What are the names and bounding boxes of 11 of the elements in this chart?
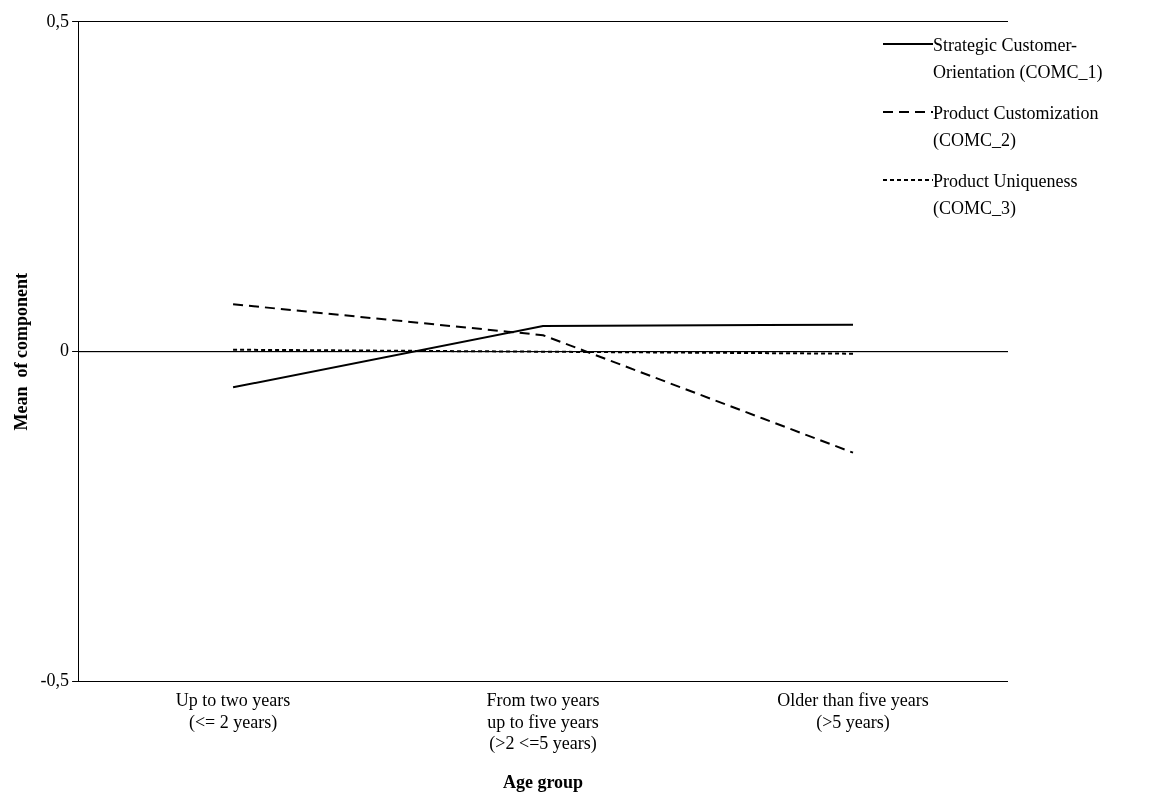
x-axis-title: Age group: [502, 771, 584, 792]
y-tick-label: 0: [60, 340, 70, 361]
legend-label: Product Customization (COMC_2): [933, 102, 1099, 152]
y-axis-title: Mean of component: [11, 272, 32, 431]
y-tick-label: 0,5: [46, 10, 70, 31]
x-tick-label: Older than five years (>5 years): [777, 690, 929, 733]
legend-label: Strategic Customer- Orientation (COMC_1): [933, 34, 1103, 84]
y-tick-label: -0,5: [40, 670, 70, 691]
x-tick-label: Up to two years (<= 2 years): [175, 690, 291, 733]
x-tick-label: From two years up to five years (>2 <=5 years): [486, 690, 600, 755]
legend-label: Product Uniqueness (COMC_3): [933, 170, 1078, 220]
